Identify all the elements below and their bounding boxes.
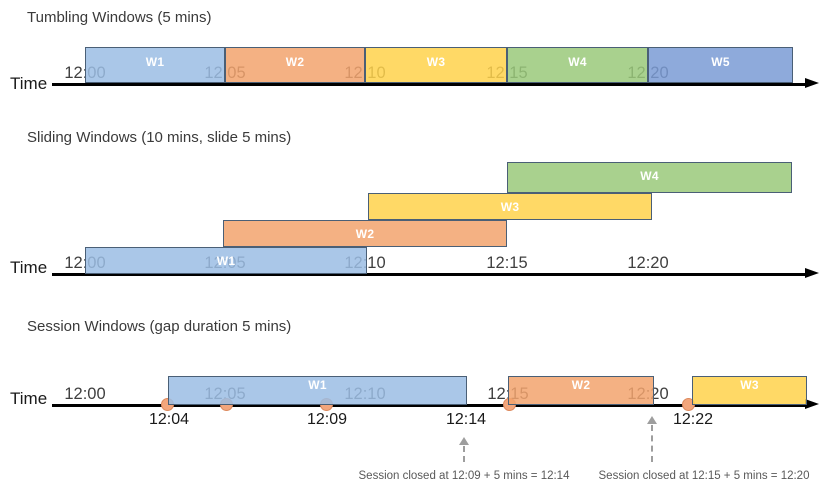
annotation-arrow-shaft	[463, 446, 465, 462]
annotation-text: Session closed at 12:15 + 5 mins = 12:20	[598, 470, 810, 482]
window-label: W1	[145, 55, 165, 69]
section-title-tumbling: Tumbling Windows (5 mins)	[27, 9, 212, 26]
window-label: W2	[285, 55, 305, 69]
section-title-session: Session Windows (gap duration 5 mins)	[27, 318, 292, 335]
window-box-sliding-w2	[223, 220, 507, 247]
time-axis-session	[52, 404, 806, 407]
window-box-tumbling-w3	[365, 47, 507, 83]
time-axis-sliding	[52, 273, 806, 276]
event-time-label: 12:14	[445, 411, 487, 428]
time-axis-label-sliding: Time	[10, 258, 48, 277]
window-box-tumbling-w1	[85, 47, 225, 83]
window-box-tumbling-w4	[507, 47, 648, 83]
annotation-up-arrowhead-icon	[459, 437, 469, 445]
time-axis-tumbling	[52, 83, 806, 86]
window-box-session-w1	[168, 376, 467, 405]
time-axis-arrowhead-icon	[805, 77, 819, 88]
window-box-tumbling-w5	[648, 47, 793, 83]
time-axis-label-tumbling: Time	[10, 74, 48, 93]
window-label: W2	[571, 378, 591, 392]
axis-tick-label: 12:20	[627, 254, 669, 272]
section-title-sliding: Sliding Windows (10 mins, slide 5 mins)	[27, 129, 292, 146]
window-box-tumbling-w2	[225, 47, 365, 83]
window-box-sliding-w3	[368, 193, 652, 220]
window-box-sliding-w4	[507, 162, 792, 193]
annotation-text: Session closed at 12:09 + 5 mins = 12:14	[358, 470, 570, 482]
window-box-session-w2	[508, 376, 654, 405]
window-label: W3	[740, 378, 759, 392]
window-label: W4	[640, 169, 659, 183]
annotation-arrow-shaft	[651, 425, 653, 462]
event-time-label: 12:09	[306, 411, 348, 428]
event-time-label: 12:04	[148, 411, 190, 428]
window-label: W3	[500, 200, 520, 214]
event-time-label: 12:22	[672, 411, 714, 428]
window-box-sliding-w1	[85, 247, 367, 274]
window-label: W1	[216, 254, 236, 268]
annotation-up-arrowhead-icon	[647, 416, 657, 424]
time-axis-arrowhead-icon	[805, 398, 819, 409]
window-label: W2	[355, 227, 375, 241]
window-label: W5	[711, 55, 730, 69]
window-box-session-w3	[692, 376, 807, 405]
axis-tick-label: 12:00	[64, 385, 106, 403]
time-axis-label-session: Time	[10, 389, 48, 408]
window-label: W4	[568, 55, 587, 69]
time-axis-arrowhead-icon	[805, 267, 819, 278]
window-label: W1	[308, 378, 327, 392]
window-label: W3	[426, 55, 446, 69]
axis-tick-label: 12:15	[486, 254, 528, 272]
